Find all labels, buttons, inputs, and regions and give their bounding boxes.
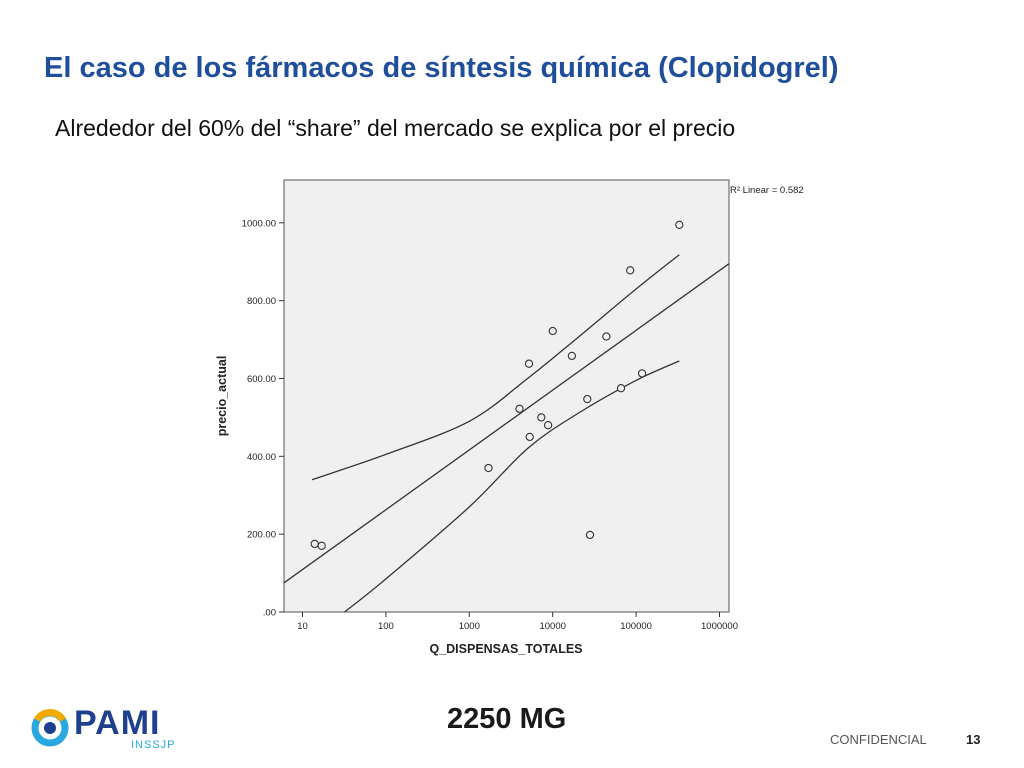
data-point [543, 421, 553, 430]
data-point [548, 326, 557, 336]
dose-label: 2250 MG [447, 703, 567, 735]
ci-lower-line [344, 360, 680, 613]
y-tick-label: 200.00 [247, 530, 276, 541]
page-number: 13 [966, 732, 981, 747]
pami-logo-subtext: INSSJP [131, 739, 176, 751]
data-point [602, 332, 611, 341]
y-tick-label: 1000.00 [242, 218, 276, 229]
scatter-chart: .00 200.00 400.00 600.00 800.00 1000.00 10 100 1… [196, 170, 816, 670]
footer-confidential: CONFIDENCIAL [830, 732, 927, 747]
data-point [310, 539, 319, 549]
y-tick-label: 800.00 [247, 296, 276, 307]
x-tick-label: 10 [297, 621, 308, 632]
ci-upper-line [311, 254, 680, 481]
data-point [524, 359, 534, 368]
data-point [583, 394, 592, 404]
data-point [484, 463, 493, 473]
pami-logo-text: PAMI [74, 704, 161, 742]
curves-layer [283, 254, 730, 613]
data-point [675, 220, 684, 229]
data-point [616, 384, 626, 393]
x-tick-label: 1000 [459, 621, 480, 632]
data-point [567, 351, 577, 361]
r2-annotation: R² Linear = 0.582 [730, 185, 804, 196]
y-axis-title: precio_actual [215, 356, 229, 437]
fit-line [283, 263, 730, 584]
data-point [537, 413, 546, 422]
y-tick-label: 600.00 [247, 374, 276, 385]
x-tick-label: 10000 [539, 621, 565, 632]
x-tick-label: 1000000 [701, 621, 738, 632]
data-point [317, 541, 326, 550]
data-point [515, 404, 524, 413]
ticks-layer: .00 200.00 400.00 600.00 800.00 1000.00 10 100 1… [242, 218, 738, 632]
data-point [626, 266, 635, 275]
data-point [585, 530, 595, 540]
x-tick-label: 100 [378, 621, 394, 632]
chart-svg: .00 200.00 400.00 600.00 800.00 1000.00 10 100 1… [196, 170, 816, 670]
x-axis-title: Q_DISPENSAS_TOTALES [429, 642, 582, 656]
slide-title: El caso de los fármacos de síntesis quím… [44, 52, 839, 84]
y-tick-label: .00 [263, 608, 276, 619]
x-tick-label: 100000 [620, 621, 652, 632]
slide-subtitle: Alrededor del 60% del “share” del mercad… [55, 115, 736, 141]
data-point [525, 432, 534, 442]
data-point [637, 369, 647, 378]
pami-logo-icon [31, 709, 69, 747]
points-layer [310, 220, 684, 550]
y-tick-label: 400.00 [247, 452, 276, 463]
pami-logo: PAMI INSSJP [28, 700, 188, 756]
